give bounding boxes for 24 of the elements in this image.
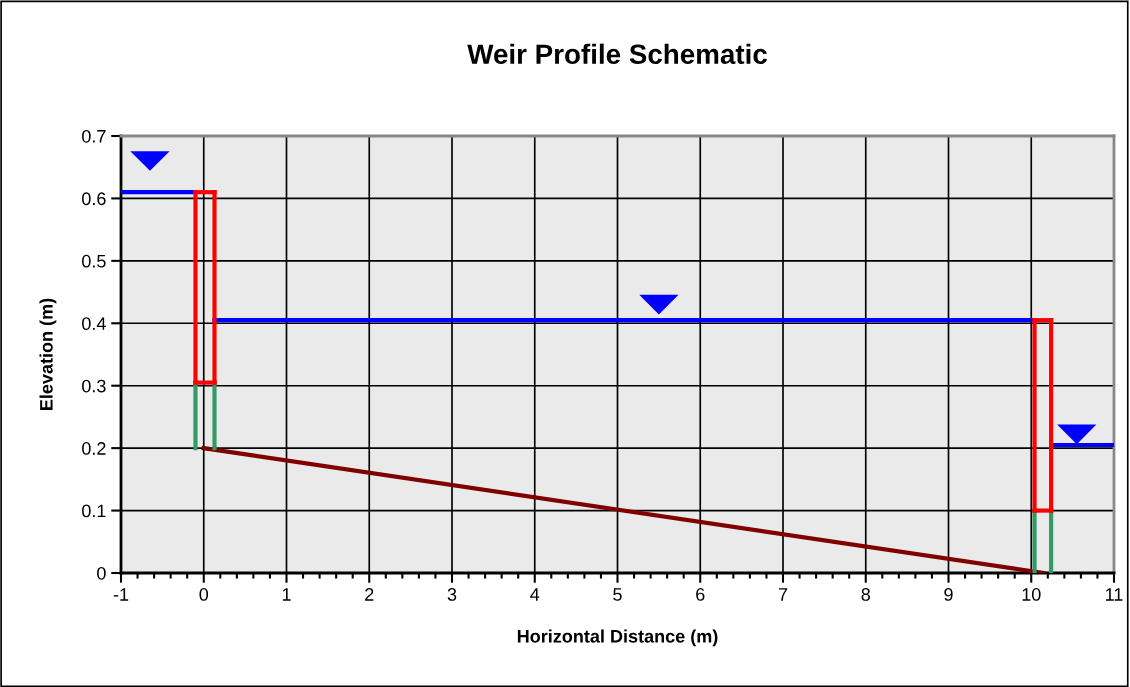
x-tick-label: 7 <box>778 588 788 601</box>
y-tick-label: 0.4 <box>82 317 106 331</box>
y-tick-label: 0.1 <box>82 504 106 518</box>
x-tick-label: -1 <box>113 588 129 601</box>
y-tick-label: 0.6 <box>82 192 106 206</box>
x-tick-label: 3 <box>447 588 457 601</box>
x-tick-label: 2 <box>365 588 374 601</box>
y-axis-title: Elevation (m) <box>39 298 57 410</box>
x-axis-title: Horizontal Distance (m) <box>517 629 718 647</box>
x-tick-label: 10 <box>1022 588 1041 601</box>
y-tick-label: 0.3 <box>82 379 106 393</box>
y-tick-label: 0.2 <box>82 442 106 455</box>
x-tick-label: 11 <box>1106 588 1123 601</box>
x-tick-label: 9 <box>944 588 953 601</box>
y-tick-label: 0.5 <box>82 254 106 268</box>
x-tick-label: 0 <box>199 588 209 601</box>
x-tick-label: 5 <box>613 588 622 601</box>
chart-title: Weir Profile Schematic <box>467 43 767 65</box>
x-tick-label: 6 <box>696 588 705 601</box>
x-tick-label: 8 <box>861 588 870 601</box>
y-tick-label: 0 <box>97 566 106 580</box>
x-tick-label: 4 <box>530 588 540 601</box>
y-tick-label: 0.7 <box>82 129 106 143</box>
x-tick-label: 1 <box>282 588 291 601</box>
